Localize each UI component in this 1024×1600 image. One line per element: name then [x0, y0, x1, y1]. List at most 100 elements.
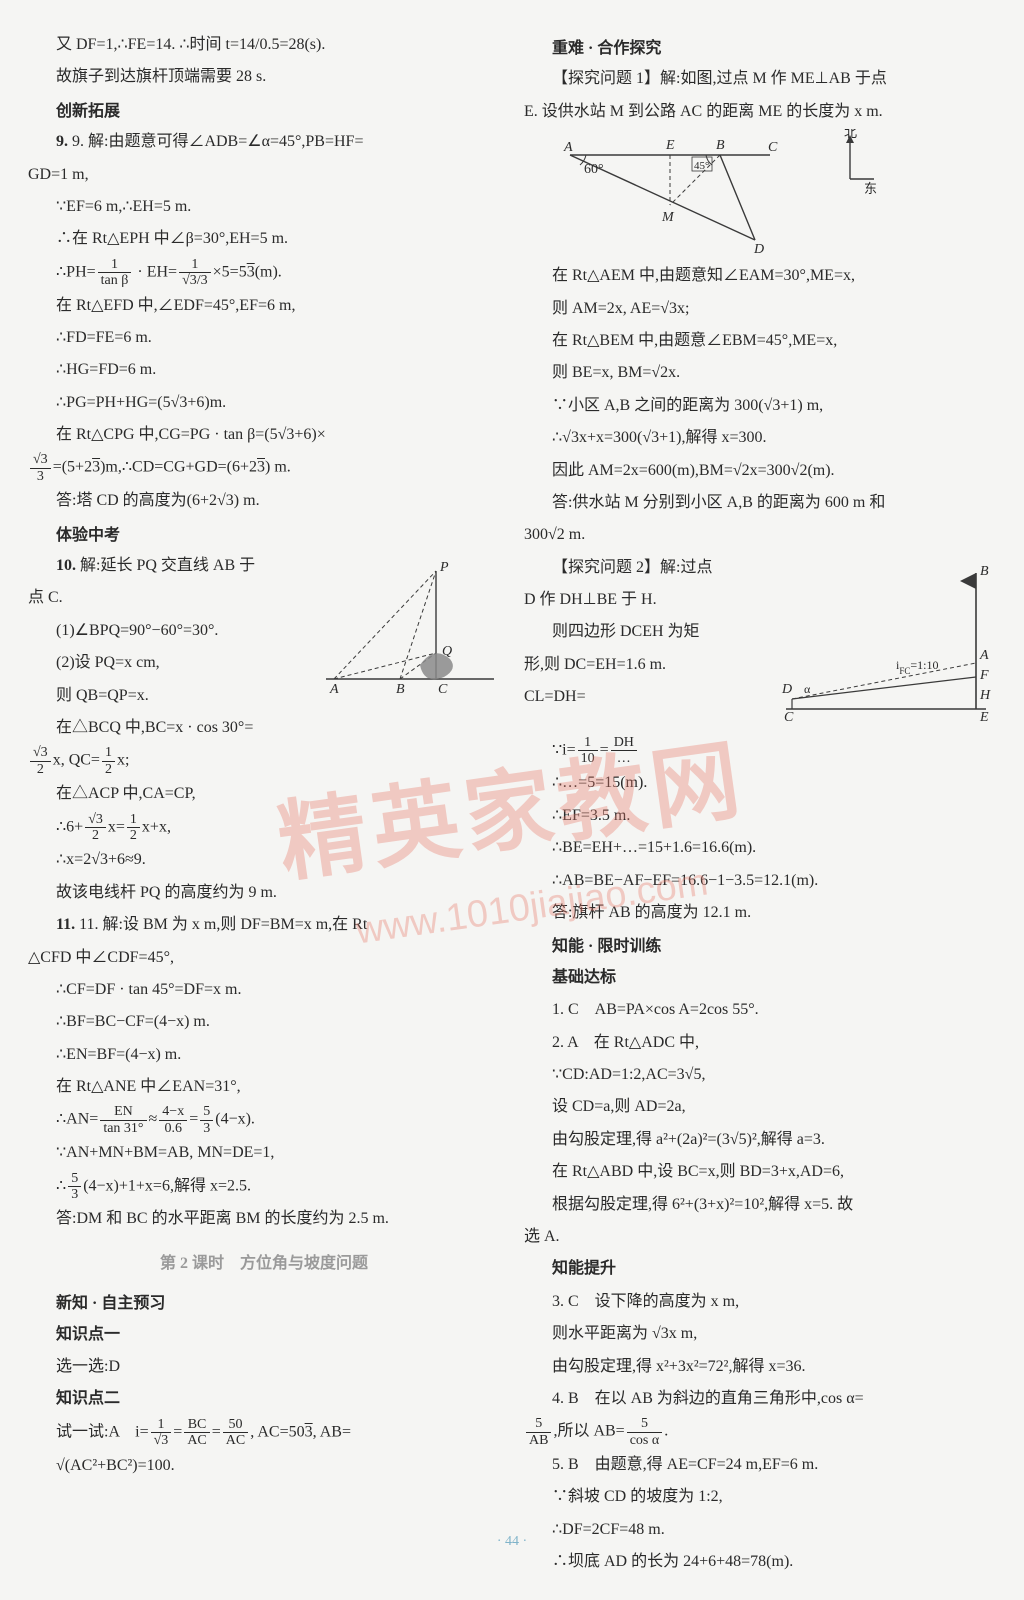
text-line: ∵EF=6 m,∴EH=5 m.	[28, 192, 500, 222]
text-line: CL=DH=	[524, 682, 750, 712]
text-line: 则 AM=2x, AE=√3x;	[524, 294, 996, 324]
page-number-value: 44	[505, 1534, 519, 1549]
text-line: √33=(5+23)m,∴CD=CG+GD=(6+23) m.	[28, 452, 500, 484]
text-line: 因此 AM=2x=600(m),BM=√2x=300√2(m).	[524, 456, 996, 486]
svg-text:B: B	[980, 564, 989, 579]
text-line: ∴…=5=15(m).	[524, 768, 996, 798]
svg-text:C: C	[768, 140, 778, 155]
text-line: 故旗子到达旗杆顶端需要 28 s.	[28, 62, 500, 92]
text-line: 【探究问题 1】解:如图,过点 M 作 ME⊥AB 于点	[524, 64, 996, 94]
text-line: 【探究问题 2】解:过点	[524, 553, 750, 583]
text-line: 则 BE=x, BM=√2x.	[524, 358, 996, 388]
text-line: 故该电线杆 PQ 的高度约为 9 m.	[28, 878, 500, 908]
text-line: 在 Rt△ANE 中∠EAN=31°,	[28, 1072, 500, 1102]
text-line: ∴FD=FE=6 m.	[28, 323, 500, 353]
heading-xinzhi: 新知 · 自主预习	[28, 1289, 500, 1319]
right-column: 重难 · 合作探究 【探究问题 1】解:如图,过点 M 作 ME⊥AB 于点 E…	[524, 30, 996, 1580]
text-line: 答:塔 CD 的高度为(6+2√3) m.	[28, 486, 500, 516]
text-line: 在 Rt△BEM 中,由题意∠EBM=45°,ME=x,	[524, 326, 996, 356]
text-line: 4. B 在以 AB 为斜边的直角三角形中,cos α=	[524, 1384, 996, 1414]
text-line: 9. 9. 解:由题意可得∠ADB=∠α=45°,PB=HF=	[28, 127, 500, 157]
compass-icon: 北 东	[820, 129, 880, 199]
text-line: 选一选:D	[28, 1352, 500, 1382]
text-line: 在 Rt△CPG 中,CG=PG · tan β=(5√3+6)×	[28, 420, 500, 450]
text-line: ∴PH=1tan β · EH=1√3/3×5=53(m).	[28, 257, 500, 289]
svg-text:C: C	[784, 710, 794, 725]
text-line: ∵AN+MN+BM=AB, MN=DE=1,	[28, 1138, 500, 1168]
text-line: 1. C AB=PA×cos A=2cos 55°.	[524, 995, 996, 1025]
text-line: 答:DM 和 BC 的水平距离 BM 的长度约为 2.5 m.	[28, 1204, 500, 1234]
svg-text:iFC=1:10: iFC=1:10	[896, 658, 938, 676]
svg-text:45°: 45°	[694, 160, 709, 172]
heading-zhongnan: 重难 · 合作探究	[524, 34, 996, 64]
text-line: 在△BCQ 中,BC=x · cos 30°=	[28, 713, 294, 743]
svg-text:F: F	[979, 668, 989, 683]
figure-explore2: B A F H E C D α iFC=1:10	[776, 559, 996, 729]
text-line: ∴CF=DF · tan 45°=DF=x m.	[28, 975, 500, 1005]
svg-text:A: A	[329, 682, 339, 697]
text-line: 在 Rt△AEM 中,由题意知∠EAM=30°,ME=x,	[524, 261, 996, 291]
heading-jichu: 基础达标	[524, 963, 996, 993]
text-line: √(AC²+BC²)=100.	[28, 1451, 500, 1481]
text-line: ∴AB=BE−AF−EF=16.6−1−3.5=12.1(m).	[524, 866, 996, 896]
text-line: ∴√3x+x=300(√3+1),解得 x=300.	[524, 423, 996, 453]
svg-text:H: H	[979, 688, 991, 703]
text-line: ∴EF=3.5 m.	[524, 801, 996, 831]
text-line: 设 CD=a,则 AD=2a,	[524, 1092, 996, 1122]
compass-east: 东	[864, 181, 877, 196]
text-line: ∴53(4−x)+1+x=6,解得 x=2.5.	[28, 1171, 500, 1203]
text-line: 由勾股定理,得 a²+(2a)²=(3√5)²,解得 a=3.	[524, 1125, 996, 1155]
svg-text:D: D	[781, 682, 792, 697]
text-line: 300√2 m.	[524, 520, 996, 550]
text-span: 11. 解:设 BM 为 x m,则 DF=BM=x m,在 Rt	[79, 916, 367, 933]
text-line: ∴AN=ENtan 31°≈4−x0.6=53(4−x).	[28, 1104, 500, 1136]
text-line: 则 QB=QP=x.	[28, 681, 294, 711]
text-line: 又 DF=1,∴FE=14. ∴时间 t=14/0.5=28(s).	[28, 30, 500, 60]
text-line: (1)∠BPQ=90°−60°=30°.	[28, 616, 294, 646]
svg-text:E: E	[979, 710, 989, 725]
text-line: 11. 11. 解:设 BM 为 x m,则 DF=BM=x m,在 Rt	[28, 910, 500, 940]
text-line: 答:供水站 M 分别到小区 A,B 的距离为 600 m 和	[524, 488, 996, 518]
text-line: 在 Rt△ABD 中,设 BC=x,则 BD=3+x,AD=6,	[524, 1157, 996, 1187]
text-line: ∵i=110=DH…	[524, 735, 996, 767]
svg-text:M: M	[661, 210, 675, 225]
text-line: 5AB,所以 AB=5cos α.	[524, 1416, 996, 1448]
heading-znts: 知能提升	[524, 1254, 996, 1284]
text-line: 在△ACP 中,CA=CP,	[28, 779, 500, 809]
svg-text:Q: Q	[442, 644, 452, 659]
svg-text:E: E	[665, 138, 675, 153]
svg-text:C: C	[438, 682, 448, 697]
text-line: ∴x=2√3+6≈9.	[28, 845, 500, 875]
figure-explore1: 60° 45° A E B C M D	[550, 135, 810, 255]
lesson-heading: 第 2 课时 方位角与坡度问题	[28, 1249, 500, 1279]
text-line: ∵斜坡 CD 的坡度为 1:2,	[524, 1482, 996, 1512]
text-line: 点 C.	[28, 583, 294, 613]
text-line: ∵小区 A,B 之间的距离为 300(√3+1) m,	[524, 391, 996, 421]
text-line: 答:旗杆 AB 的高度为 12.1 m.	[524, 898, 996, 928]
heading-zsd1: 知识点一	[28, 1320, 500, 1350]
text-line: ∴BF=BC−CF=(4−x) m.	[28, 1007, 500, 1037]
text-line: 根据勾股定理,得 6²+(3+x)²=10²,解得 x=5. 故	[524, 1190, 996, 1220]
text-line: 由勾股定理,得 x²+3x²=72²,解得 x=36.	[524, 1352, 996, 1382]
compass-north: 北	[844, 129, 857, 140]
text-line: √32x, QC=12x;	[28, 745, 500, 777]
heading-zhineng: 知能 · 限时训练	[524, 932, 996, 962]
text-line: ∴BE=EH+…=15+1.6=16.6(m).	[524, 833, 996, 863]
figure-problem10: A B C Q P	[320, 557, 500, 697]
text-line: 5. B 由题意,得 AE=CF=24 m,EF=6 m.	[524, 1450, 996, 1480]
text-line: △CFD 中∠CDF=45°,	[28, 943, 500, 973]
left-column: 又 DF=1,∴FE=14. ∴时间 t=14/0.5=28(s). 故旗子到达…	[28, 30, 500, 1580]
text-line: D 作 DH⊥BE 于 H.	[524, 585, 750, 615]
text-line: ∴EN=BF=(4−x) m.	[28, 1040, 500, 1070]
heading-chuangxin: 创新拓展	[28, 97, 500, 127]
text-line: 选 A.	[524, 1222, 996, 1252]
text-line: GD=1 m,	[28, 160, 500, 190]
svg-text:B: B	[396, 682, 405, 697]
svg-text:60°: 60°	[584, 162, 604, 177]
svg-text:A: A	[979, 648, 989, 663]
text-line: E. 设供水站 M 到公路 AC 的距离 ME 的长度为 x m.	[524, 97, 996, 127]
text-line: ∴6+√32x=12x+x,	[28, 812, 500, 844]
text-line: ∵CD:AD=1:2,AC=3√5,	[524, 1060, 996, 1090]
text-line: 3. C 设下降的高度为 x m,	[524, 1287, 996, 1317]
text-line: 2. A 在 Rt△ADC 中,	[524, 1028, 996, 1058]
